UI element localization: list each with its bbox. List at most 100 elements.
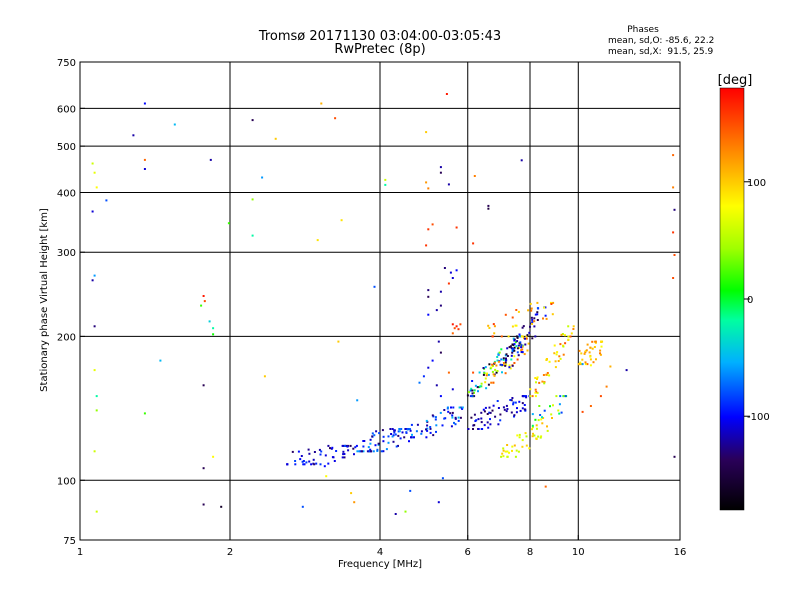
data-point bbox=[520, 344, 523, 347]
data-point bbox=[534, 335, 537, 338]
data-point bbox=[411, 433, 413, 436]
data-point bbox=[523, 395, 526, 398]
data-point bbox=[546, 429, 549, 432]
data-point bbox=[507, 335, 510, 338]
data-point bbox=[502, 449, 505, 452]
data-point bbox=[673, 254, 676, 256]
data-point bbox=[586, 343, 589, 346]
data-point bbox=[327, 462, 330, 465]
data-point bbox=[451, 332, 454, 335]
data-point bbox=[429, 431, 432, 434]
data-point bbox=[548, 374, 551, 377]
data-point bbox=[427, 228, 430, 231]
data-point bbox=[263, 375, 266, 378]
data-point bbox=[520, 346, 523, 349]
data-point bbox=[434, 418, 437, 421]
data-point bbox=[324, 454, 327, 457]
data-point bbox=[534, 377, 537, 379]
data-point bbox=[418, 381, 421, 384]
data-point bbox=[477, 418, 480, 421]
data-point bbox=[159, 359, 162, 362]
data-point bbox=[492, 404, 495, 407]
data-point bbox=[497, 360, 500, 363]
data-point bbox=[385, 448, 388, 451]
data-point bbox=[373, 434, 376, 437]
data-point bbox=[504, 361, 507, 364]
data-point bbox=[308, 452, 311, 455]
data-point bbox=[355, 444, 358, 447]
data-point bbox=[261, 176, 264, 179]
data-point bbox=[473, 175, 476, 177]
data-point bbox=[558, 355, 561, 358]
data-point bbox=[559, 357, 562, 360]
data-point bbox=[517, 354, 520, 357]
data-point bbox=[452, 406, 455, 409]
data-point bbox=[361, 450, 364, 453]
data-point bbox=[515, 345, 518, 348]
data-point bbox=[143, 102, 146, 105]
colorbar-label: [deg] bbox=[718, 73, 753, 88]
data-point bbox=[455, 226, 458, 229]
data-point bbox=[394, 513, 397, 515]
data-point bbox=[520, 351, 523, 353]
data-point bbox=[672, 231, 675, 234]
data-point bbox=[305, 461, 308, 464]
data-point bbox=[451, 411, 454, 414]
data-point bbox=[496, 359, 499, 362]
data-point bbox=[672, 277, 675, 279]
data-point bbox=[398, 430, 401, 433]
data-point bbox=[341, 444, 344, 447]
data-point bbox=[378, 432, 381, 435]
data-point bbox=[409, 429, 412, 432]
data-point bbox=[528, 331, 531, 334]
data-point bbox=[489, 418, 491, 421]
data-point bbox=[470, 416, 473, 419]
data-point bbox=[473, 424, 476, 427]
data-point bbox=[534, 418, 537, 421]
data-point bbox=[91, 162, 94, 165]
data-point bbox=[454, 417, 457, 420]
data-point bbox=[371, 432, 374, 435]
data-point bbox=[496, 356, 499, 358]
data-point bbox=[513, 339, 516, 342]
data-point bbox=[526, 349, 529, 352]
data-point bbox=[483, 424, 486, 427]
data-point bbox=[544, 314, 547, 317]
data-point bbox=[523, 408, 526, 411]
data-point bbox=[524, 432, 527, 435]
data-point bbox=[527, 342, 530, 345]
data-point bbox=[525, 395, 528, 398]
data-point bbox=[301, 505, 304, 508]
data-point bbox=[542, 317, 544, 320]
data-point bbox=[471, 392, 474, 395]
data-point bbox=[531, 337, 534, 340]
data-point bbox=[302, 463, 305, 466]
data-point bbox=[251, 119, 254, 122]
data-point bbox=[512, 348, 515, 351]
data-point bbox=[426, 424, 429, 427]
data-point bbox=[536, 378, 538, 380]
data-point bbox=[496, 400, 499, 402]
data-point bbox=[434, 416, 437, 419]
data-point bbox=[512, 343, 515, 346]
data-point bbox=[454, 416, 457, 419]
y-tick-label: 400 bbox=[57, 188, 76, 199]
data-point bbox=[504, 313, 507, 316]
x-tick-label: 2 bbox=[227, 547, 233, 558]
data-point bbox=[302, 460, 305, 462]
data-point bbox=[291, 450, 294, 453]
data-point bbox=[505, 353, 508, 356]
data-point bbox=[366, 450, 369, 453]
data-point bbox=[490, 366, 493, 369]
data-point bbox=[349, 444, 352, 447]
x-tick-label: 6 bbox=[465, 547, 471, 558]
data-point bbox=[542, 374, 545, 376]
data-point bbox=[362, 450, 365, 453]
data-point bbox=[531, 413, 534, 416]
data-point bbox=[599, 349, 602, 352]
data-point bbox=[514, 401, 517, 404]
data-point bbox=[554, 360, 557, 363]
data-point bbox=[518, 333, 521, 336]
data-point bbox=[427, 295, 430, 298]
data-point bbox=[511, 316, 514, 319]
